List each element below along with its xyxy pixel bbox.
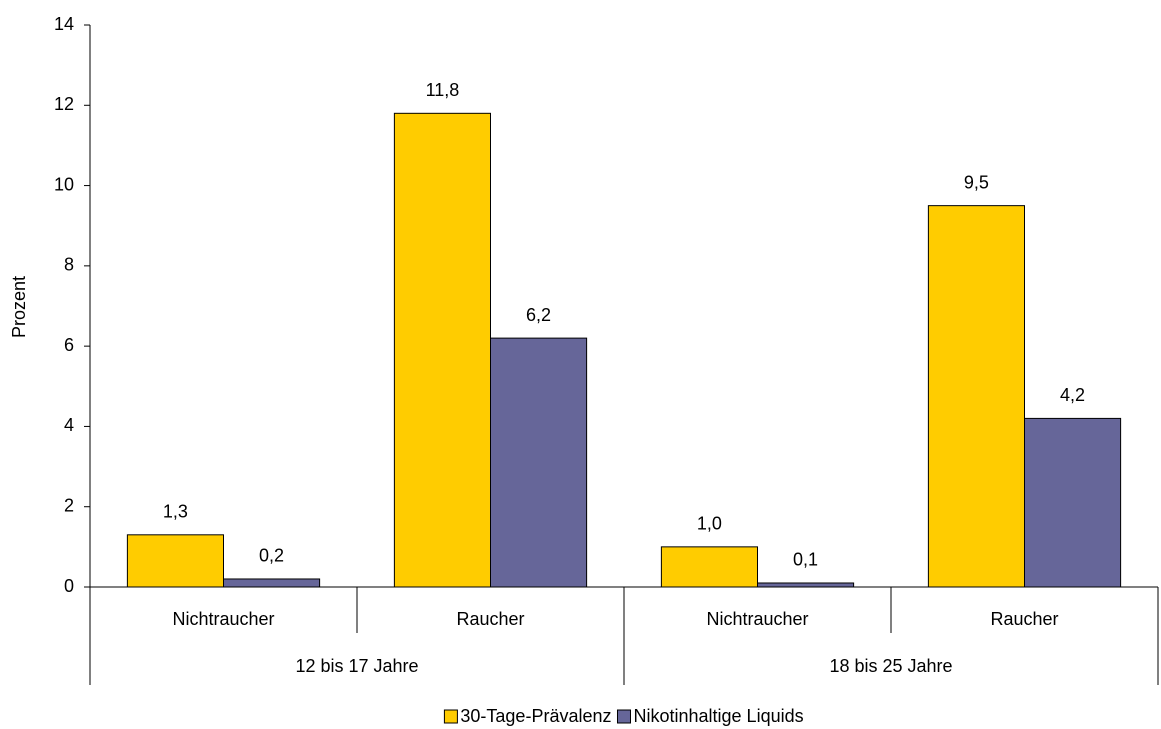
value-label: 1,0 <box>697 514 722 534</box>
x-tick-label: Nichtraucher <box>706 609 808 629</box>
value-label: 0,2 <box>259 546 284 566</box>
group-label: 12 bis 17 Jahre <box>295 656 418 676</box>
legend-swatch <box>616 709 631 724</box>
bar <box>1024 417 1122 588</box>
legend-label: Nikotinhaltige Liquids <box>633 706 803 726</box>
bar <box>490 337 588 588</box>
legend: 30-Tage-Prävalenz Nikotinhaltige Liquids <box>443 706 804 726</box>
bar <box>223 578 321 588</box>
y-tick-label: 4 <box>64 415 74 435</box>
x-tick-label: Raucher <box>456 609 524 629</box>
y-tick-label: 12 <box>54 94 74 114</box>
value-label: 11,8 <box>426 80 460 100</box>
y-tick-label: 6 <box>64 335 74 355</box>
y-tick-label: 10 <box>54 174 74 194</box>
value-label: 4,2 <box>1060 385 1085 405</box>
legend-label: 30-Tage-Prävalenz <box>460 706 611 726</box>
value-label: 1,3 <box>163 502 188 522</box>
x-tick-label: Raucher <box>990 609 1058 629</box>
y-tick-label: 14 <box>54 14 74 34</box>
value-label: 0,1 <box>793 550 818 570</box>
bar <box>660 546 759 588</box>
y-tick-label: 8 <box>64 255 74 275</box>
value-label: 6,2 <box>526 305 551 325</box>
y-axis-label: Prozent <box>9 276 29 338</box>
bar <box>757 582 855 588</box>
y-tick-label: 2 <box>64 495 74 515</box>
bar <box>927 205 1026 588</box>
y-tick-label: 0 <box>64 576 74 596</box>
group-label: 18 bis 25 Jahre <box>829 656 952 676</box>
bar <box>126 534 224 588</box>
legend-swatch <box>443 709 458 724</box>
bar <box>393 112 492 588</box>
value-label: 9,5 <box>964 172 989 192</box>
x-tick-label: Nichtraucher <box>172 609 274 629</box>
